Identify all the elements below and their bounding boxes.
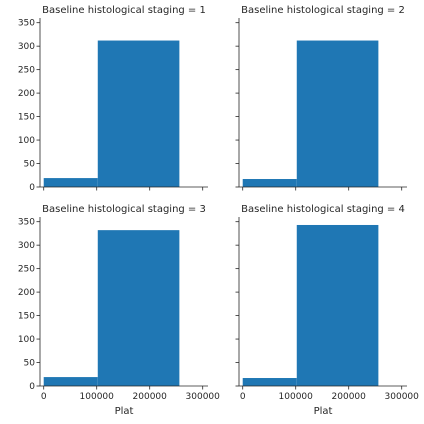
x-tick-label: 200000 xyxy=(133,392,168,402)
x-tick-label: 300000 xyxy=(186,392,221,402)
x-tick-label: 0 xyxy=(240,392,246,402)
facet-title: Baseline histological staging = 1 xyxy=(42,5,206,16)
facet-title: Baseline histological staging = 3 xyxy=(42,204,206,215)
x-tick-label: 0 xyxy=(41,392,47,402)
facet-panel-4: 0 100000 200000 300000 Baseline histological… xyxy=(235,204,420,417)
y-tick-label: 50 xyxy=(24,359,36,369)
y-tick-label: 50 xyxy=(24,160,36,170)
y-tick-label: 0 xyxy=(29,183,35,193)
facet-panel-3: 0 50 100 150 200 250 300 350 0 100000 200000 300000… xyxy=(18,204,220,417)
y-tick-label: 100 xyxy=(18,136,35,146)
facet-title: Baseline histological staging = 2 xyxy=(241,5,405,16)
y-tick-label: 300 xyxy=(18,241,35,251)
histogram-bar-4-2 xyxy=(296,224,379,386)
y-tick-label: 150 xyxy=(18,113,35,123)
y-tick-label: 150 xyxy=(18,312,35,322)
x-tick-label: 100000 xyxy=(80,392,115,402)
x-axis-label: Plat xyxy=(314,406,333,417)
histogram-bar-3-1 xyxy=(43,377,98,386)
y-tick-label: 300 xyxy=(18,42,35,52)
histogram-bar-3-2 xyxy=(97,230,180,386)
x-tick-label: 300000 xyxy=(385,392,420,402)
y-tick-label: 350 xyxy=(18,218,35,228)
y-tick-label: 0 xyxy=(29,382,35,392)
y-tick-label: 100 xyxy=(18,335,35,345)
y-tick-label: 350 xyxy=(18,19,35,29)
y-tick-label: 250 xyxy=(18,66,35,76)
y-tick-label: 200 xyxy=(18,288,35,298)
y-tick-label: 200 xyxy=(18,89,35,99)
facet-title: Baseline histological staging = 4 xyxy=(241,204,405,215)
x-axis-label: Plat xyxy=(115,406,134,417)
histogram-bar-2-1 xyxy=(242,179,297,187)
histogram-bar-1-1 xyxy=(43,178,98,187)
x-tick-label: 200000 xyxy=(332,392,367,402)
histogram-bar-2-2 xyxy=(296,40,379,188)
y-tick-label: 250 xyxy=(18,265,35,275)
facet-panel-2: Baseline histological staging = 2 xyxy=(235,5,407,191)
facet-panel-1: 0 50 100 150 200 250 300 350 Baseline histologic… xyxy=(18,5,208,193)
histogram-bar-1-2 xyxy=(97,40,180,188)
histogram-bar-4-1 xyxy=(242,378,297,386)
x-tick-label: 100000 xyxy=(279,392,314,402)
